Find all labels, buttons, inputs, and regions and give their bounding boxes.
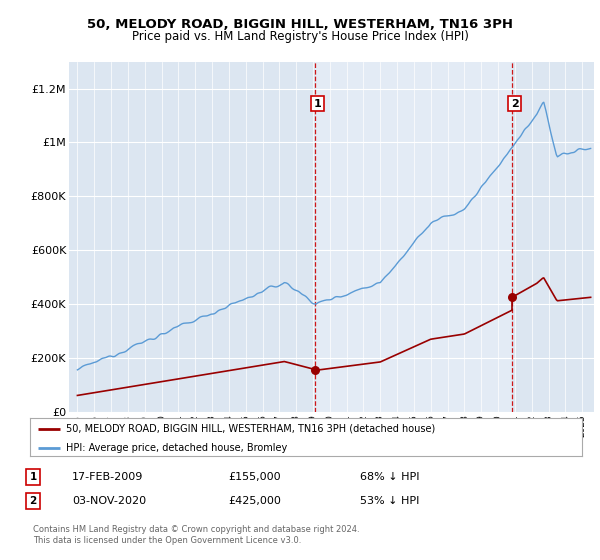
Point (310, 365, 320, 374)
Bar (315, 62, 512, 412)
Text: Price paid vs. HM Land Registry's House Price Index (HPI): Price paid vs. HM Land Registry's House … (131, 30, 469, 43)
Text: 50, MELODY ROAD, BIGGIN HILL, WESTERHAM, TN16 3PH (detached house): 50, MELODY ROAD, BIGGIN HILL, WESTERHAM,… (66, 424, 435, 434)
Point (508, 293, 517, 302)
Text: 1: 1 (314, 99, 322, 109)
Text: £155,000: £155,000 (228, 472, 281, 482)
Text: 2: 2 (29, 496, 37, 506)
Text: 68% ↓ HPI: 68% ↓ HPI (360, 472, 419, 482)
Text: £425,000: £425,000 (228, 496, 281, 506)
Text: 17-FEB-2009: 17-FEB-2009 (72, 472, 143, 482)
Text: Contains HM Land Registry data © Crown copyright and database right 2024.
This d: Contains HM Land Registry data © Crown c… (33, 525, 359, 545)
Text: HPI: Average price, detached house, Bromley: HPI: Average price, detached house, Brom… (66, 443, 287, 453)
Text: 1: 1 (29, 472, 37, 482)
Text: 50, MELODY ROAD, BIGGIN HILL, WESTERHAM, TN16 3PH: 50, MELODY ROAD, BIGGIN HILL, WESTERHAM,… (87, 17, 513, 31)
Text: 2: 2 (511, 99, 518, 109)
Text: 03-NOV-2020: 03-NOV-2020 (72, 496, 146, 506)
Text: 53% ↓ HPI: 53% ↓ HPI (360, 496, 419, 506)
